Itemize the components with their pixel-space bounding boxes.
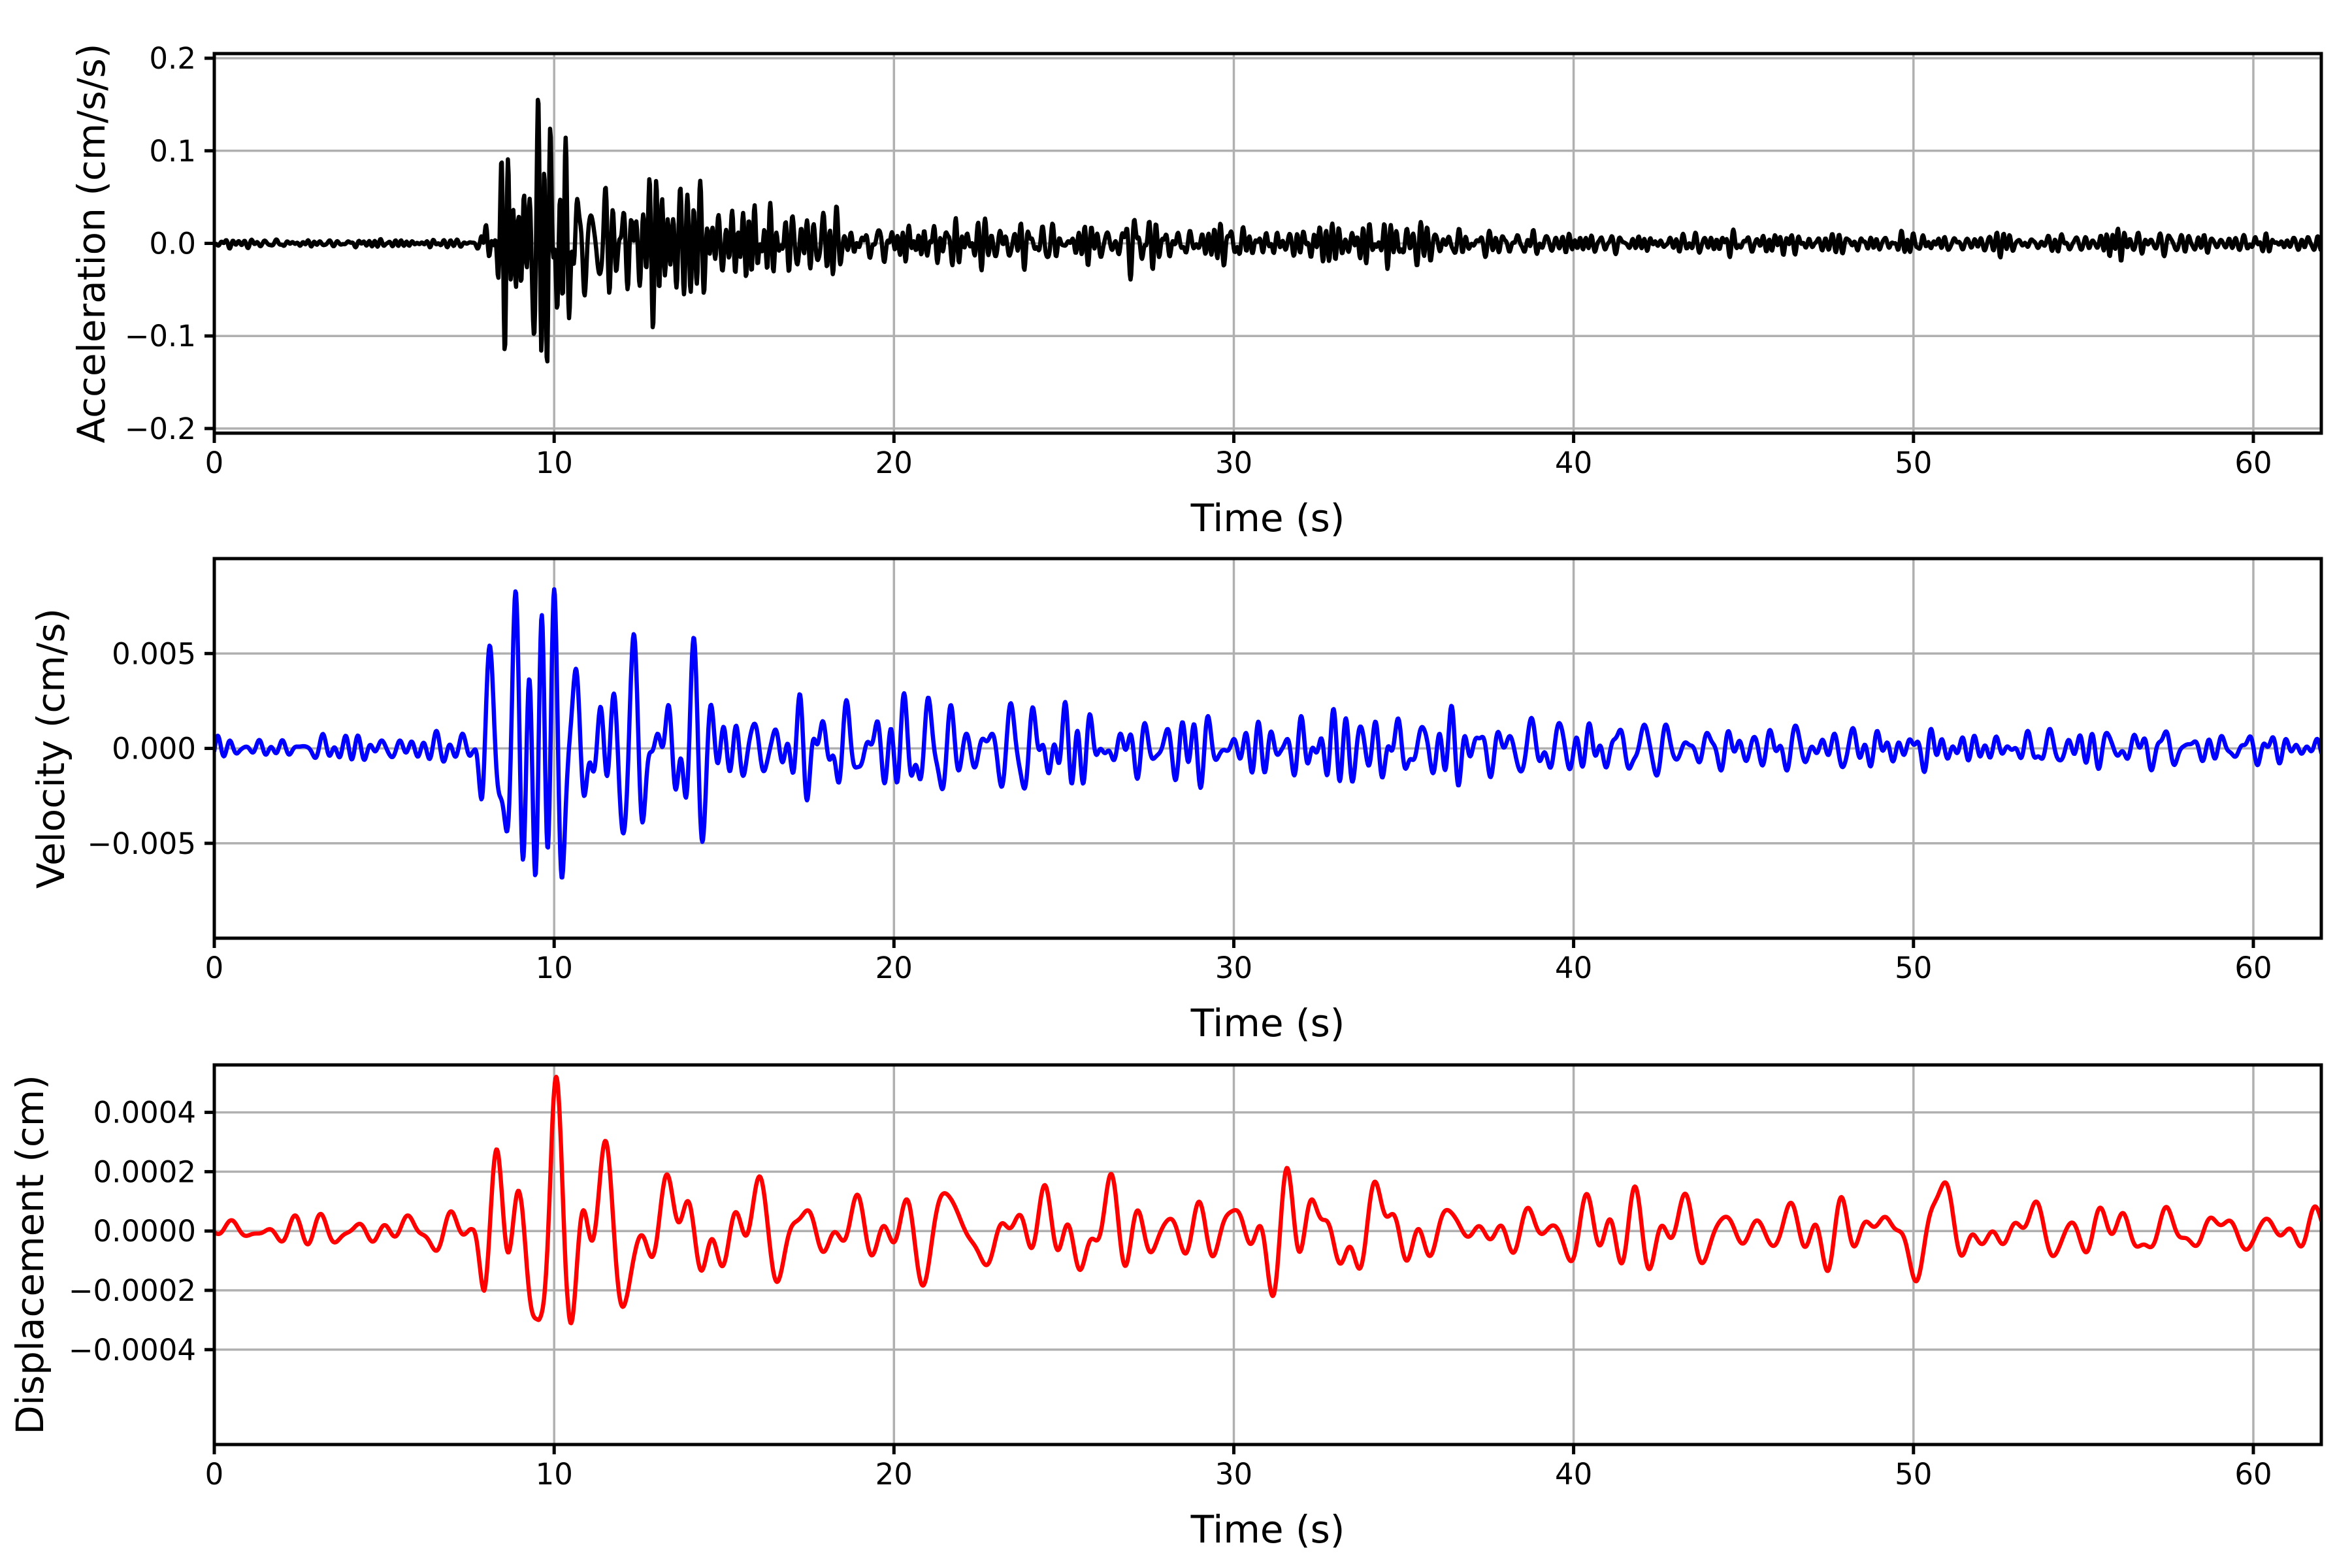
tick-layer-velocity: 0 10 20 30 40 50 60 −0.005 0.000 0.005 bbox=[87, 636, 2272, 985]
y-tick-label: −0.0002 bbox=[69, 1273, 196, 1308]
x-tick-label: 10 bbox=[536, 446, 573, 480]
x-tick-label: 30 bbox=[1215, 446, 1252, 480]
tick-layer-displacement: 0 10 20 30 40 50 60 −0.0004 −0.0002 0.0000 0.0002 0… bbox=[69, 1096, 2272, 1492]
y-tick-label: 0.1 bbox=[149, 134, 196, 169]
velocity-trace bbox=[214, 587, 2321, 880]
x-tick-label: 50 bbox=[1895, 951, 1932, 985]
x-axis-label-displacement: Time (s) bbox=[1190, 1507, 1345, 1552]
y-tick-label: 0.005 bbox=[112, 636, 196, 671]
x-tick-label: 40 bbox=[1555, 1457, 1592, 1492]
panel-displacement: 0 10 20 30 40 50 60 −0.0004 −0.0002 0.0000 0.0002 0… bbox=[8, 1063, 2323, 1552]
x-tick-label: 60 bbox=[2234, 951, 2272, 985]
y-axis-label-acceleration: Acceleration (cm/s/s) bbox=[69, 43, 114, 443]
x-axis-label-acceleration: Time (s) bbox=[1190, 496, 1345, 540]
x-axis-label-velocity: Time (s) bbox=[1190, 1001, 1345, 1045]
x-tick-label: 10 bbox=[536, 951, 573, 985]
x-tick-label: 60 bbox=[2234, 446, 2272, 480]
x-tick-label: 0 bbox=[205, 446, 224, 480]
plot-frame-displacement bbox=[212, 1063, 2323, 1446]
x-tick-label: 40 bbox=[1555, 446, 1592, 480]
acceleration-trace bbox=[214, 97, 2321, 364]
x-tick-label: 20 bbox=[875, 446, 913, 480]
x-tick-label: 0 bbox=[205, 951, 224, 985]
x-tick-label: 50 bbox=[1895, 1457, 1932, 1492]
y-tick-label: 0.0002 bbox=[93, 1154, 196, 1189]
y-tick-label: 0.000 bbox=[112, 732, 196, 766]
panel-acceleration: 0 10 20 30 40 50 60 −0.2 −0.1 0.0 0.1 0.2 Accelerat… bbox=[69, 41, 2323, 540]
tick-layer-acceleration: 0 10 20 30 40 50 60 −0.2 −0.1 0.0 0.1 0.2 bbox=[125, 41, 2272, 480]
y-tick-label: −0.0004 bbox=[69, 1333, 196, 1367]
y-axis-label-displacement: Displacement (cm) bbox=[8, 1075, 52, 1435]
x-tick-label: 40 bbox=[1555, 951, 1592, 985]
y-tick-label: −0.1 bbox=[125, 319, 196, 353]
x-tick-label: 10 bbox=[536, 1457, 573, 1492]
x-tick-label: 50 bbox=[1895, 446, 1932, 480]
y-tick-label: −0.2 bbox=[125, 412, 196, 446]
y-tick-label: 0.2 bbox=[149, 41, 196, 76]
x-tick-label: 60 bbox=[2234, 1457, 2272, 1492]
x-tick-label: 20 bbox=[875, 951, 913, 985]
y-tick-label: −0.005 bbox=[87, 826, 196, 861]
y-tick-label: 0.0004 bbox=[93, 1096, 196, 1130]
x-tick-label: 20 bbox=[875, 1457, 913, 1492]
y-tick-label: 0.0000 bbox=[93, 1214, 196, 1249]
displacement-trace bbox=[214, 1074, 2321, 1326]
y-axis-label-velocity: Velocity (cm/s) bbox=[29, 608, 73, 889]
y-tick-label: 0.0 bbox=[149, 227, 196, 261]
x-tick-label: 0 bbox=[205, 1457, 224, 1492]
x-tick-label: 30 bbox=[1215, 1457, 1252, 1492]
x-tick-label: 30 bbox=[1215, 951, 1252, 985]
panel-velocity: 0 10 20 30 40 50 60 −0.005 0.000 0.005 Velocity (… bbox=[29, 557, 2323, 1045]
